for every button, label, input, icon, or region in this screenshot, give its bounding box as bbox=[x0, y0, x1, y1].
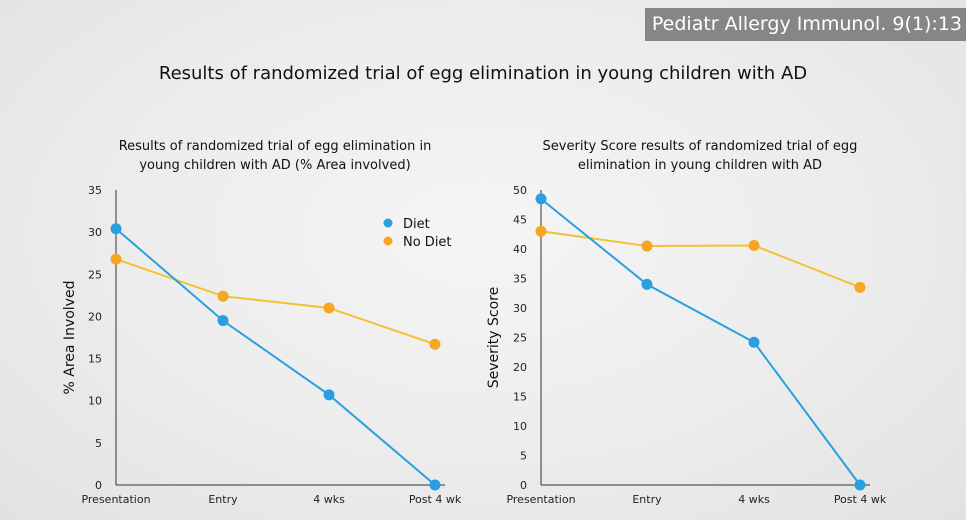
data-point-no-diet bbox=[854, 281, 866, 293]
x-tick-label: Entry bbox=[208, 493, 238, 506]
data-point-no-diet bbox=[110, 253, 122, 265]
y-axis-label: % Area Involved bbox=[62, 281, 78, 395]
data-point-diet bbox=[854, 479, 866, 491]
y-tick-label: 45 bbox=[513, 214, 527, 227]
data-point-diet bbox=[429, 479, 441, 491]
y-tick-label: 5 bbox=[520, 450, 527, 463]
data-point-no-diet bbox=[323, 302, 335, 314]
x-tick-label: Presentation bbox=[506, 493, 575, 506]
y-tick-label: 35 bbox=[88, 184, 102, 197]
y-tick-label: 0 bbox=[520, 479, 527, 492]
y-tick-label: 50 bbox=[513, 184, 527, 197]
series-line-no-diet bbox=[540, 230, 861, 289]
y-tick-label: 10 bbox=[513, 420, 527, 433]
data-point-no-diet bbox=[535, 225, 547, 237]
chart-title-line: elimination in young children with AD bbox=[578, 158, 822, 173]
slide-title: Results of randomized trial of egg elimi… bbox=[158, 63, 808, 84]
legend-marker bbox=[383, 218, 393, 228]
data-point-diet bbox=[217, 315, 229, 327]
data-point-diet bbox=[535, 193, 547, 205]
series-line-no-diet bbox=[115, 258, 436, 346]
legend-label: No Diet bbox=[403, 235, 452, 250]
y-tick-label: 40 bbox=[513, 243, 527, 256]
y-tick-label: 30 bbox=[513, 302, 527, 315]
x-tick-label: Presentation bbox=[81, 493, 150, 506]
legend-label: Diet bbox=[403, 217, 430, 232]
x-tick-label: 4 wks bbox=[313, 493, 345, 506]
y-tick-label: 15 bbox=[513, 391, 527, 404]
y-tick-label: 35 bbox=[513, 273, 527, 286]
x-tick-label: Post 4 wk bbox=[834, 493, 887, 506]
series-line-diet bbox=[540, 198, 861, 486]
x-tick-label: 4 wks bbox=[738, 493, 770, 506]
y-tick-label: 25 bbox=[88, 268, 102, 281]
citation-badge: Pediatr Allergy Immunol. 9(1):13 bbox=[644, 8, 966, 41]
data-point-no-diet bbox=[748, 239, 760, 251]
y-tick-label: 10 bbox=[88, 395, 102, 408]
y-tick-label: 25 bbox=[513, 332, 527, 345]
y-tick-label: 15 bbox=[88, 353, 102, 366]
data-point-diet bbox=[748, 336, 760, 348]
y-axis-label: Severity Score bbox=[486, 287, 502, 388]
data-point-no-diet bbox=[641, 240, 653, 252]
chart-title-line: young children with AD (% Area involved) bbox=[139, 158, 410, 173]
y-tick-label: 30 bbox=[88, 226, 102, 239]
series-line-diet bbox=[115, 228, 436, 486]
chart-title-line: Results of randomized trial of egg elimi… bbox=[119, 139, 432, 154]
legend-marker bbox=[383, 236, 393, 246]
data-point-no-diet bbox=[429, 338, 441, 350]
data-point-diet bbox=[323, 389, 335, 401]
y-tick-label: 5 bbox=[95, 437, 102, 450]
data-point-diet bbox=[641, 278, 653, 290]
y-tick-label: 0 bbox=[95, 479, 102, 492]
x-tick-label: Entry bbox=[632, 493, 662, 506]
data-point-diet bbox=[110, 223, 122, 235]
x-tick-label: Post 4 wk bbox=[409, 493, 462, 506]
y-tick-label: 20 bbox=[88, 310, 102, 323]
y-tick-label: 20 bbox=[513, 361, 527, 374]
data-point-no-diet bbox=[217, 290, 229, 302]
chart-title-line: Severity Score results of randomized tri… bbox=[543, 139, 858, 154]
